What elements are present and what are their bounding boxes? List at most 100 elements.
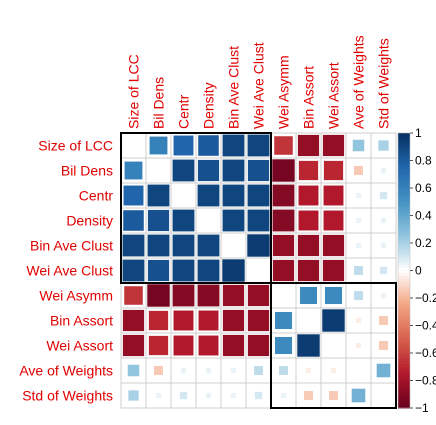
legend-tick-label: 0.6 <box>415 181 432 195</box>
column-label-centr: Centr <box>176 94 192 129</box>
legend-gradient-step <box>398 201 410 206</box>
legend-gradient-step <box>398 267 410 272</box>
cell-centr-std-of-weights <box>379 191 388 200</box>
legend-gradient-step <box>398 243 410 247</box>
legend-gradient-step <box>398 295 410 299</box>
legend-gradient-step <box>398 245 410 250</box>
legend-gradient-step <box>398 358 410 362</box>
cell-wei-assort-size-of-lcc <box>122 334 145 357</box>
row-label-ave-of-weights: Ave of Weights <box>19 363 113 379</box>
cell-density-wei-ave-clust <box>247 209 270 232</box>
legend-gradient-step <box>398 383 410 387</box>
legend-gradient-step <box>398 405 410 409</box>
cell-bin-assort-centr <box>173 310 194 331</box>
matrix-cells <box>122 134 391 403</box>
cell-bin-ave-clust-bil-dens <box>147 234 170 257</box>
cell-bin-ave-clust-wei-ave-clust <box>247 234 270 257</box>
legend-gradient-step <box>398 394 410 398</box>
cell-bil-dens-ave-of-weights <box>354 166 363 175</box>
cell-std-of-weights-bin-ave-clust <box>230 392 237 399</box>
cell-bil-dens-wei-asymm <box>272 159 295 182</box>
cell-size-of-lcc-wei-ave-clust <box>247 134 270 157</box>
cell-std-of-weights-bin-assort <box>304 391 313 400</box>
legend-gradient-step <box>398 179 410 184</box>
cell-bin-ave-clust-size-of-lcc <box>122 234 145 257</box>
cell-bin-ave-clust-wei-asymm <box>272 234 295 257</box>
cell-wei-ave-clust-ave-of-weights <box>354 266 363 275</box>
cell-bin-assort-size-of-lcc <box>122 309 145 332</box>
legend-gradient-step <box>398 138 410 142</box>
cell-std-of-weights-ave-of-weights <box>351 388 366 403</box>
legend-gradient-step <box>398 168 410 173</box>
legend-gradient-step <box>398 229 410 233</box>
legend-gradient-step <box>398 278 410 283</box>
cell-wei-ave-clust-wei-asymm <box>272 259 295 282</box>
cell-wei-assort-density <box>198 335 219 356</box>
cell-wei-assort-bin-assort <box>297 334 320 357</box>
legend-gradient-step <box>398 237 410 241</box>
cell-density-std-of-weights <box>380 217 387 224</box>
legend-gradient-step <box>398 388 410 393</box>
cell-ave-of-weights-wei-asymm <box>279 366 288 375</box>
cell-bin-ave-clust-density <box>197 234 220 257</box>
cell-bin-ave-clust-ave-of-weights <box>355 242 362 249</box>
legend-gradient-step <box>398 317 410 321</box>
legend-tick-label: 1 <box>415 126 422 140</box>
cell-ave-of-weights-bin-ave-clust <box>230 367 237 374</box>
cell-wei-asymm-density <box>197 284 220 307</box>
cell-bin-assort-std-of-weights <box>379 316 388 325</box>
legend-gradient-step <box>398 204 410 208</box>
legend-gradient-step <box>398 171 410 175</box>
cell-size-of-lcc-density <box>198 135 219 156</box>
cell-wei-assort-centr <box>173 335 194 356</box>
color-legend: 1 0.8 0.6 0.4 0.2 0 −0.2 −0.4 −0.6 −0.8 −1 <box>397 126 436 415</box>
cell-size-of-lcc-wei-asymm <box>274 136 293 155</box>
cell-density-bil-dens <box>147 209 170 232</box>
legend-gradient-step <box>398 298 410 302</box>
legend-gradient-step <box>398 251 410 255</box>
cell-ave-of-weights-std-of-weights <box>376 363 391 378</box>
cell-wei-ave-clust-bin-assort <box>297 259 320 282</box>
cell-density-centr <box>172 209 195 232</box>
row-label-wei-asymm: Wei Asymm <box>39 288 113 304</box>
cell-centr-wei-asymm <box>272 184 295 207</box>
cell-std-of-weights-wei-assort <box>329 391 338 400</box>
legend-gradient-step <box>398 353 410 357</box>
cell-centr-ave-of-weights <box>355 192 362 199</box>
legend-tick-label: 0.8 <box>415 154 432 168</box>
cell-ave-of-weights-density <box>205 367 212 374</box>
legend-gradient-step <box>398 182 410 186</box>
cell-wei-asymm-wei-assort <box>324 286 343 305</box>
cell-size-of-lcc-bin-ave-clust <box>222 134 245 157</box>
legend-tick-label: −1 <box>415 401 429 415</box>
legend-gradient-step <box>398 232 410 236</box>
cell-size-of-lcc-std-of-weights <box>378 140 389 151</box>
legend-gradient-step <box>398 306 410 310</box>
legend-gradient-step <box>398 265 410 269</box>
cell-bin-ave-clust-std-of-weights <box>380 242 387 249</box>
cell-wei-ave-clust-density <box>197 259 220 282</box>
cell-density-bin-assort <box>298 210 319 231</box>
cell-density-wei-asymm <box>272 209 295 232</box>
cell-bil-dens-size-of-lcc <box>124 161 143 180</box>
legend-gradient-step <box>398 281 410 285</box>
cell-wei-ave-clust-wei-assort <box>322 259 345 282</box>
legend-gradient-step <box>398 160 410 164</box>
row-label-bin-assort: Bin Assort <box>50 313 113 329</box>
legend-gradient-step <box>398 333 410 338</box>
row-label-std-of-weights: Std of Weights <box>22 388 113 404</box>
legend-gradient-step <box>398 284 410 288</box>
cell-size-of-lcc-bin-assort <box>297 134 320 157</box>
legend-gradient-step <box>398 380 410 384</box>
column-labels: Size of LCC Bil Dens Centr Density Bin Ave C… <box>126 35 392 129</box>
cell-centr-bin-ave-clust <box>222 184 245 207</box>
cell-centr-density <box>197 184 220 207</box>
legend-tick-label: −0.8 <box>415 374 436 388</box>
row-label-density: Density <box>66 213 113 229</box>
cell-bin-ave-clust-bin-assort <box>297 234 320 257</box>
legend-gradient-step <box>398 262 410 266</box>
legend-gradient-step <box>398 226 410 230</box>
legend-gradient-step <box>398 391 410 395</box>
legend-gradient-step <box>398 141 410 145</box>
cell-std-of-weights-centr <box>179 391 188 400</box>
